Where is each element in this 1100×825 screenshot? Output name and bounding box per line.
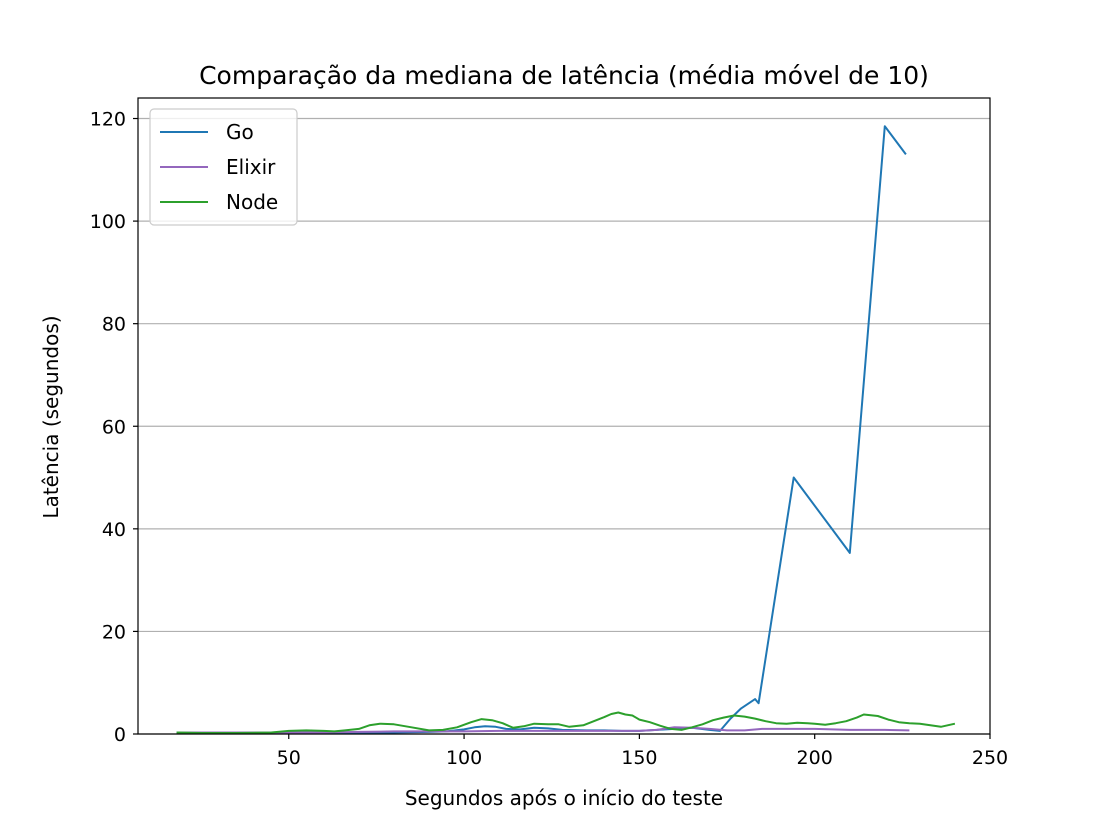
x-tick-label: 200 xyxy=(797,747,833,769)
y-tick-label: 40 xyxy=(102,519,126,541)
y-axis-label: Latência (segundos) xyxy=(39,315,63,518)
y-tick-label: 20 xyxy=(102,621,126,643)
plot-area-frame xyxy=(137,97,991,735)
y-tick-label: 120 xyxy=(90,109,126,131)
x-tick-label: 50 xyxy=(277,747,301,769)
legend-label-go: Go xyxy=(226,120,254,144)
x-tick-label: 250 xyxy=(972,747,1008,769)
y-tick-label: 0 xyxy=(114,724,126,746)
legend: Go Elixir Node xyxy=(149,108,298,226)
series-lines xyxy=(176,125,956,734)
legend-box xyxy=(149,108,298,226)
x-tick-label: 100 xyxy=(446,747,482,769)
chart-title: Comparação da mediana de latência (média… xyxy=(199,61,929,90)
y-tick-label: 80 xyxy=(102,314,126,336)
x-tick-label: 150 xyxy=(621,747,657,769)
y-tick-label: 60 xyxy=(102,416,126,438)
y-tick-label: 100 xyxy=(90,211,126,233)
x-axis-ticks: 50 100 150 200 250 xyxy=(277,734,1008,769)
legend-label-elixir: Elixir xyxy=(226,155,276,179)
x-axis-label: Segundos após o início do teste xyxy=(405,786,723,810)
series-line-node xyxy=(176,711,956,734)
y-axis-ticks: 0 20 40 60 80 100 120 xyxy=(90,109,138,746)
series-line-elixir xyxy=(176,726,910,734)
legend-label-node: Node xyxy=(226,190,278,214)
